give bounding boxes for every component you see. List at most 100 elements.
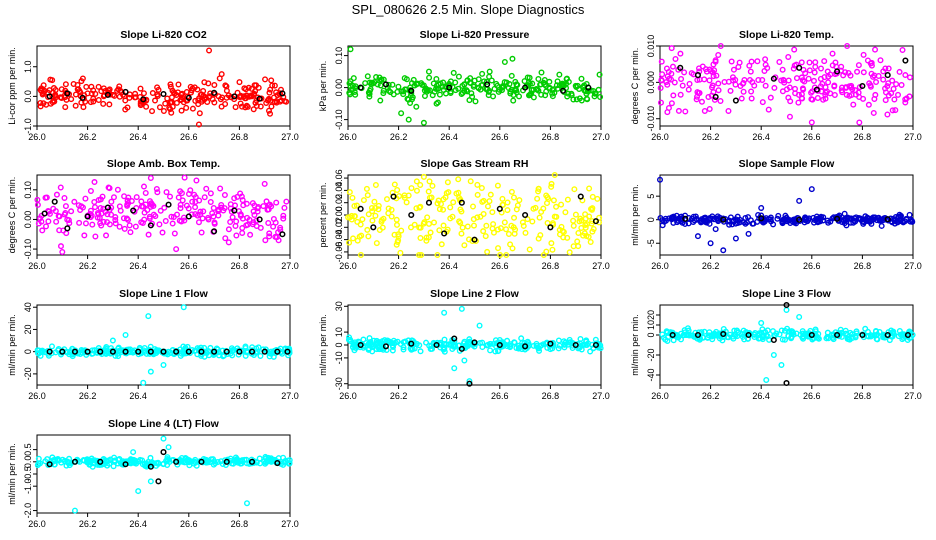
data-point: [779, 336, 786, 343]
reference-points: [682, 215, 891, 223]
data-point: [181, 217, 188, 224]
reference-point: [155, 478, 162, 485]
data-point: [106, 460, 113, 467]
data-point: [163, 189, 170, 196]
data-point: [50, 97, 57, 104]
data-point: [516, 197, 523, 204]
data-point: [572, 211, 579, 218]
data-point: [447, 215, 454, 222]
data-point: [445, 189, 452, 196]
reference-point: [357, 341, 364, 349]
data-point: [79, 75, 86, 82]
data-point: [380, 76, 387, 83]
outlier-point: [808, 186, 815, 193]
data-point: [244, 214, 251, 221]
data-point: [549, 246, 556, 253]
reference-point: [834, 215, 841, 222]
data-point: [394, 88, 401, 95]
data-point: [715, 51, 722, 58]
data-point: [270, 215, 277, 222]
outlier-point: [486, 68, 493, 75]
y-tick-label: 0.10: [334, 47, 344, 65]
reference-point: [173, 348, 180, 355]
data-point: [566, 249, 573, 256]
outlier-point: [441, 309, 448, 316]
reference-point: [390, 193, 397, 200]
data-point: [664, 109, 671, 116]
data-point: [218, 202, 225, 209]
data-point: [116, 93, 123, 100]
data-point: [413, 205, 420, 212]
data-point: [762, 82, 769, 89]
x-tick-label: 26.4: [752, 132, 770, 142]
data-point: [671, 79, 678, 86]
outlier-point: [59, 249, 66, 256]
data-point: [572, 82, 579, 89]
data-point: [140, 90, 147, 97]
data-point: [786, 113, 793, 120]
data-point: [823, 335, 830, 342]
reference-point: [109, 348, 116, 355]
data-point: [484, 203, 491, 210]
data-point: [749, 220, 756, 227]
x-tick-label: 26.0: [28, 391, 46, 401]
reference-points: [669, 301, 911, 387]
data-point: [498, 87, 505, 94]
data-point: [702, 214, 709, 221]
data-point: [137, 85, 144, 92]
outlier-point: [140, 379, 147, 386]
y-axis-label: ml/min per min.: [630, 314, 640, 376]
reference-point: [451, 335, 458, 342]
data-point: [103, 232, 110, 239]
data-point: [907, 216, 914, 223]
outlier-point: [783, 307, 790, 314]
x-tick-label: 26.2: [79, 261, 97, 271]
data-point: [201, 458, 208, 465]
data-point: [207, 198, 214, 205]
series-points: [34, 174, 290, 256]
data-point: [374, 81, 381, 88]
data-point: [239, 197, 246, 204]
reference-point: [592, 341, 599, 349]
data-point: [126, 91, 133, 98]
data-point: [159, 229, 166, 236]
data-point: [479, 344, 486, 351]
data-point: [832, 59, 839, 66]
reference-point: [223, 458, 230, 465]
data-point: [882, 65, 889, 72]
data-point: [393, 216, 400, 223]
x-tick-label: 26.0: [339, 132, 357, 142]
data-point: [53, 218, 60, 225]
data-point: [518, 335, 525, 342]
data-point: [871, 95, 878, 102]
data-point: [52, 86, 59, 93]
data-point: [520, 222, 527, 229]
data-point: [116, 83, 123, 90]
data-point: [247, 231, 254, 238]
data-point: [126, 222, 133, 229]
reference-points: [41, 198, 286, 238]
x-tick-label: 26.2: [702, 391, 720, 401]
data-point: [378, 76, 385, 83]
data-point: [142, 201, 149, 208]
data-point: [365, 89, 372, 96]
data-point: [801, 216, 808, 223]
outlier-point: [398, 110, 405, 117]
data-point: [408, 185, 415, 192]
y-tick-label: 0.00: [334, 79, 344, 97]
data-point: [554, 78, 561, 85]
reference-point: [522, 211, 529, 219]
data-point: [895, 214, 902, 221]
data-point: [154, 93, 161, 100]
y-tick-label: 30: [334, 301, 344, 311]
data-point: [282, 458, 289, 465]
data-point: [201, 194, 208, 201]
data-point: [43, 223, 50, 230]
data-point: [89, 221, 96, 228]
data-point: [98, 210, 105, 217]
data-point: [444, 179, 451, 186]
data-point: [504, 199, 511, 206]
data-point: [263, 198, 270, 205]
data-point: [736, 219, 743, 226]
data-point: [678, 76, 685, 83]
